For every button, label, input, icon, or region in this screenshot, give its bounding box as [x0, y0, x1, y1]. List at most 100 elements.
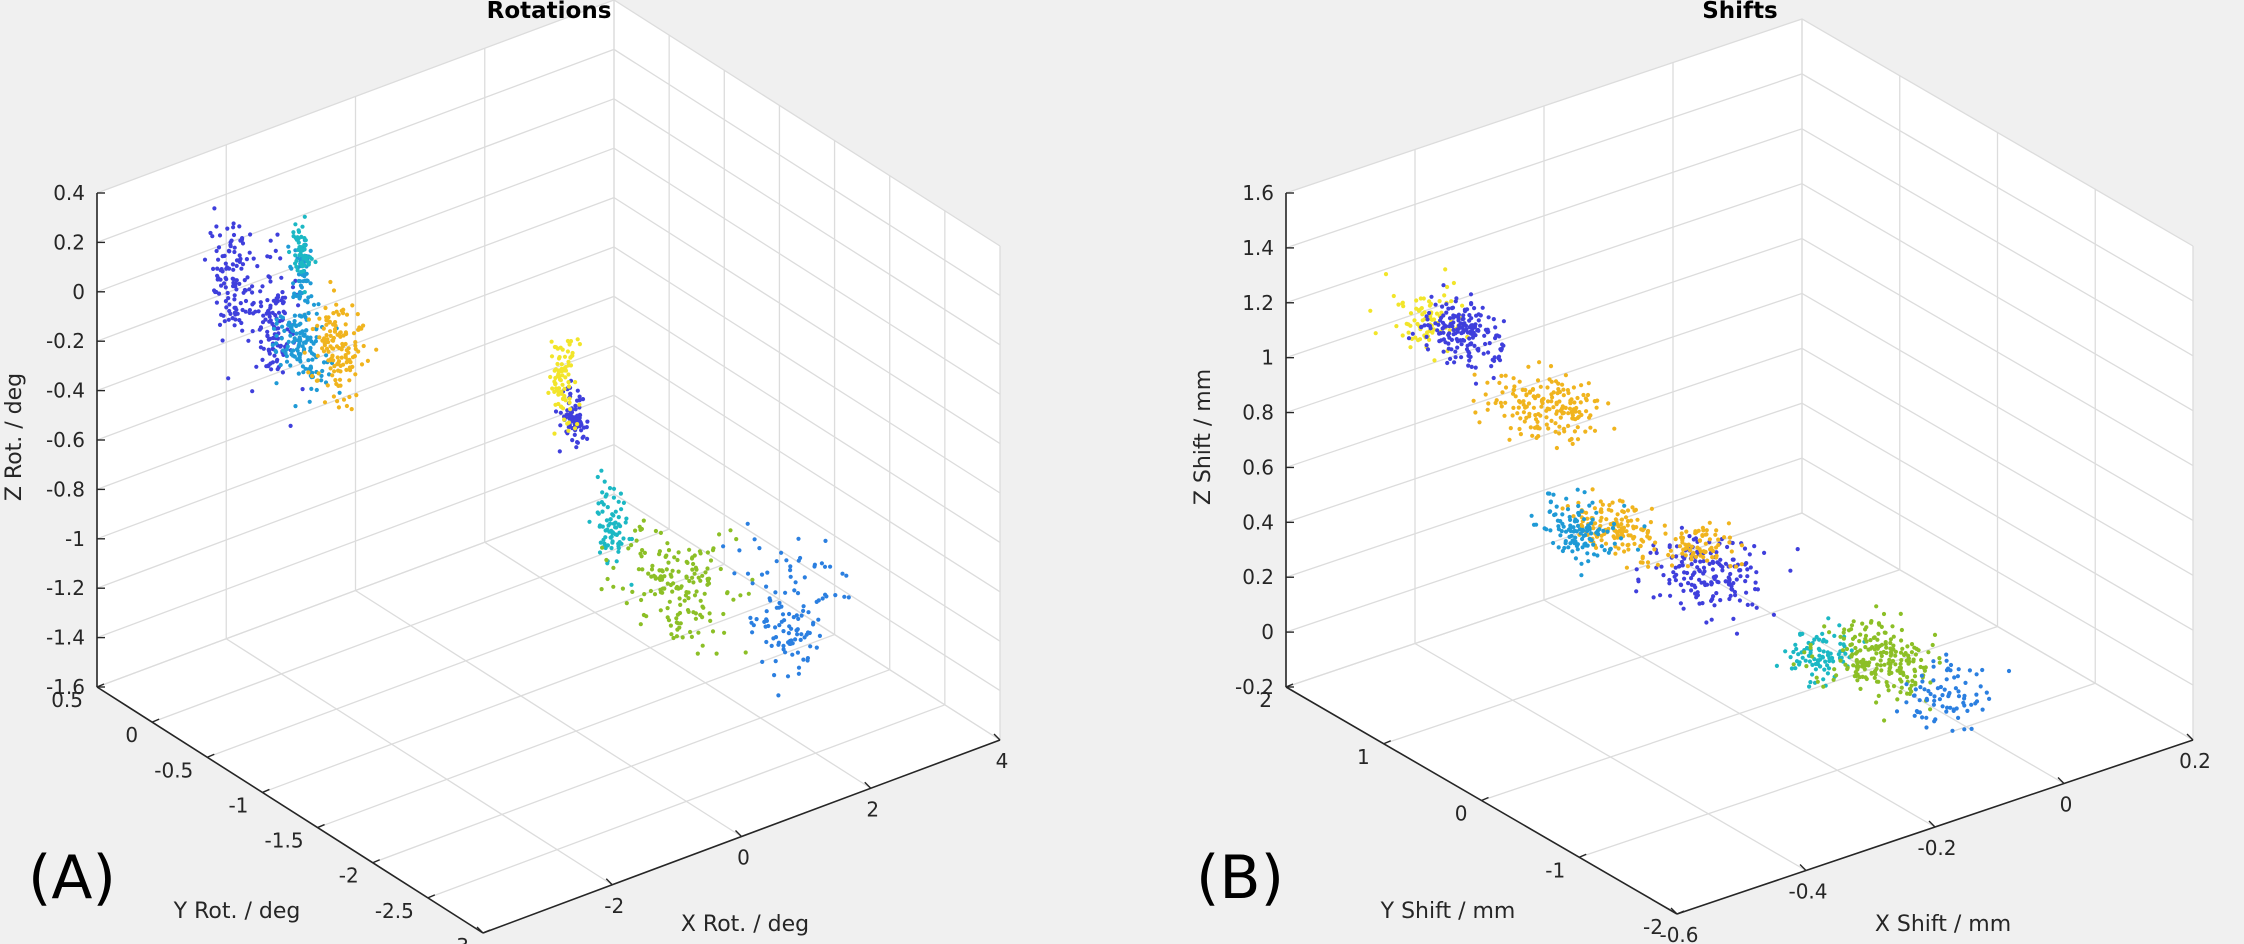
scatter-point [337, 377, 343, 382]
scatter-point [1802, 650, 1807, 655]
scatter-point [1730, 557, 1735, 562]
scatter-point [1575, 425, 1580, 430]
scatter-point [1863, 645, 1868, 650]
scatter-point [1729, 549, 1734, 554]
scatter-point [1707, 561, 1712, 567]
z-tick-label: 1 [1261, 346, 1274, 370]
scatter-point [1606, 507, 1611, 512]
scatter-point [234, 287, 239, 292]
scatter-point [1723, 579, 1728, 584]
scatter-point [1577, 409, 1582, 415]
scatter-point [677, 596, 682, 601]
scatter-point [639, 526, 645, 532]
scatter-point [333, 320, 338, 325]
scatter-point [1888, 640, 1893, 646]
scatter-point [1956, 689, 1961, 694]
scatter-point [232, 323, 237, 328]
scatter-point [1599, 507, 1604, 512]
y-tick-mark [262, 788, 270, 794]
scatter-point [1560, 548, 1565, 554]
scatter-point [302, 242, 307, 248]
scatter-point [274, 333, 279, 338]
scatter-point [1503, 400, 1508, 405]
scatter-point [556, 392, 561, 397]
z-tick-label: 0.4 [1242, 510, 1274, 534]
scatter-point [1709, 617, 1714, 622]
scatter-point [782, 618, 787, 623]
scatter-point [1461, 316, 1466, 321]
scatter-point [282, 328, 287, 333]
scatter-point [1932, 719, 1937, 724]
scatter-point [260, 284, 265, 289]
scatter-point [294, 258, 299, 263]
scatter-point [1579, 509, 1584, 514]
scatter-point [1690, 551, 1696, 557]
scatter-point [220, 338, 225, 343]
scatter-point [1581, 392, 1586, 398]
scatter-point [1559, 529, 1564, 534]
y-tick-label: -1.5 [265, 829, 304, 853]
scatter-point [607, 486, 613, 491]
scatter-point [294, 264, 299, 269]
scatter-point [680, 635, 685, 640]
scatter-point [276, 310, 282, 315]
scatter-point [1686, 542, 1691, 547]
scatter-point [291, 281, 296, 286]
scatter-point [560, 382, 565, 387]
scatter-point [562, 417, 567, 422]
scatter-point [1523, 405, 1528, 410]
scatter-point [1578, 531, 1583, 536]
scatter-point [1909, 683, 1914, 688]
scatter-point [1592, 428, 1598, 433]
scatter-point [595, 510, 600, 515]
scatter-point [737, 548, 742, 553]
scatter-point [799, 613, 804, 618]
scatter-point [1863, 663, 1868, 668]
scatter-point [731, 597, 736, 602]
scatter-point [1900, 670, 1906, 675]
scatter-point [640, 567, 645, 572]
scatter-point [823, 538, 828, 544]
scatter-point [1615, 512, 1620, 517]
scatter-point [1703, 582, 1708, 587]
scatter-point [1877, 622, 1882, 627]
scatter-point [319, 373, 324, 378]
scatter-point [232, 293, 237, 298]
scatter-point [1448, 321, 1453, 327]
scatter-point [567, 342, 572, 347]
y-tick-mark [317, 823, 325, 829]
scatter-point [1924, 715, 1929, 720]
scatter-point [779, 604, 784, 609]
scatter-point [353, 343, 358, 348]
scatter-point [1594, 510, 1599, 515]
scatter-point [1980, 667, 1985, 673]
scatter-point [1608, 547, 1613, 552]
y-tick-label: -2.5 [375, 899, 414, 923]
scatter-point [607, 529, 612, 534]
scatter-point [1575, 547, 1580, 552]
scatter-point [611, 584, 616, 589]
scatter-point [296, 228, 301, 233]
x-tick-mark [2057, 777, 2065, 784]
scatter-point [701, 605, 706, 610]
scatter-point [1682, 556, 1687, 561]
scatter-point [1921, 665, 1926, 670]
scatter-point [280, 370, 285, 375]
scatter-point [788, 568, 793, 573]
scatter-point [1885, 683, 1890, 688]
scatter-point [335, 399, 340, 404]
x-tick-mark [605, 878, 613, 886]
scatter-point [1432, 358, 1437, 363]
scatter-point [1930, 642, 1935, 648]
scatter-point [664, 553, 669, 558]
scatter-point [1883, 630, 1888, 635]
scatter-point [231, 221, 236, 226]
scatter-point [616, 522, 621, 527]
scatter-point [1572, 400, 1577, 405]
scatter-point [568, 339, 574, 344]
scatter-point [227, 249, 232, 254]
scatter-point [1691, 537, 1696, 542]
scatter-point [1587, 525, 1592, 530]
scatter-point [309, 386, 314, 391]
scatter-point [1699, 580, 1704, 585]
